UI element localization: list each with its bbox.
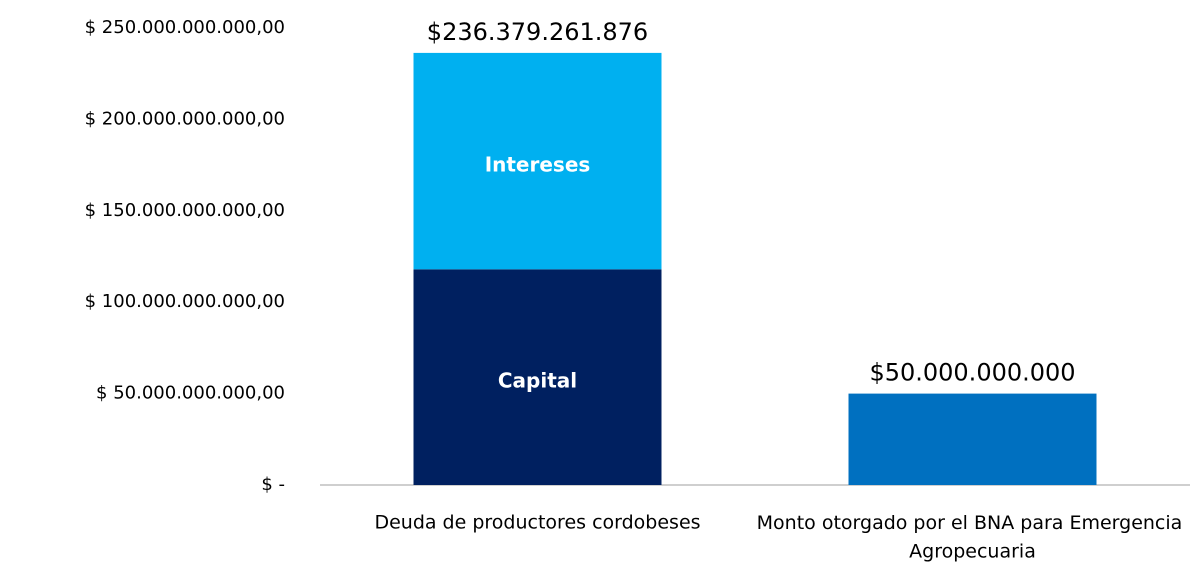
y-tick-label: $ 150.000.000.000,00	[85, 200, 285, 221]
y-tick-label: $ -	[261, 474, 285, 495]
total-label: $50.000.000.000	[869, 359, 1075, 387]
x-tick-label: Monto otorgado por el BNA para Emergenci…	[757, 512, 1189, 563]
segment-label: Capital	[498, 369, 577, 393]
y-tick-label: $ 50.000.000.000,00	[96, 383, 285, 404]
bar-segment	[848, 393, 1097, 485]
segment-label: Intereses	[485, 153, 591, 177]
y-tick-label: $ 100.000.000.000,00	[85, 291, 285, 312]
x-tick-label: Deuda de productores cordobeses	[374, 512, 700, 534]
y-tick-label: $ 200.000.000.000,00	[85, 108, 285, 129]
bar-segment	[413, 269, 662, 485]
bar-segment	[413, 52, 662, 270]
total-label: $236.379.261.876	[427, 18, 648, 46]
y-tick-label: $ 250.000.000.000,00	[85, 17, 285, 38]
